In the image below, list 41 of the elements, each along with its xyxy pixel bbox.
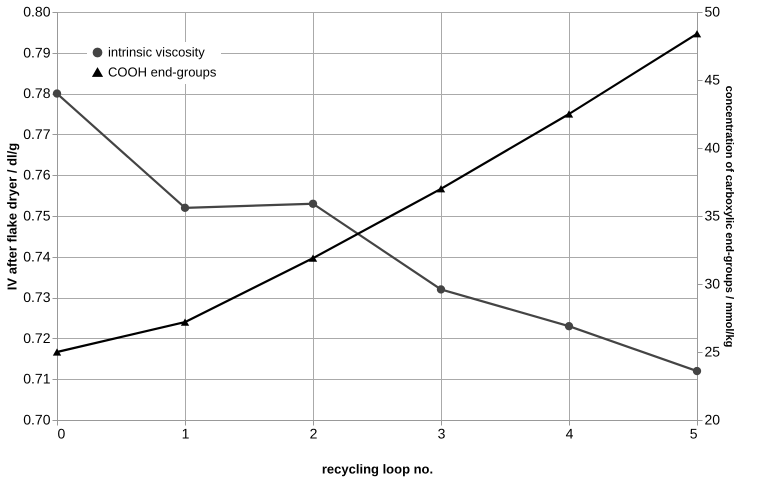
x-tick-label: 4 bbox=[566, 426, 574, 442]
y-tick-label: 0.72 bbox=[23, 330, 51, 346]
y2-tick-label: 25 bbox=[704, 344, 720, 360]
y-tick-label: 0.74 bbox=[23, 248, 51, 264]
y-tick-label: 0.78 bbox=[23, 85, 51, 102]
point bbox=[52, 89, 62, 98]
x-tick-label: 0 bbox=[58, 426, 66, 442]
point bbox=[52, 348, 62, 356]
y2-axis-title: concentration of carboxylic end-groups / mmol/kg bbox=[723, 86, 736, 348]
point bbox=[564, 322, 574, 330]
y-tick-label: 0.76 bbox=[23, 166, 51, 183]
point bbox=[692, 30, 702, 38]
point bbox=[436, 285, 446, 294]
y2-tick-label: 45 bbox=[704, 72, 720, 88]
x-tick-label: 1 bbox=[182, 426, 190, 442]
point bbox=[564, 110, 574, 118]
y2-tick-label: 20 bbox=[704, 412, 720, 428]
legend-label: COOH end-groups bbox=[108, 64, 217, 80]
x-tick-label: 5 bbox=[690, 426, 698, 442]
y-axis-title: IV after flake dryer / dl/g bbox=[4, 142, 20, 290]
point bbox=[308, 254, 318, 262]
x-tick-label: 2 bbox=[310, 426, 318, 442]
legend-label: intrinsic viscosity bbox=[108, 44, 206, 60]
point bbox=[308, 200, 318, 208]
y2-tick-label: 50 bbox=[704, 4, 720, 20]
y2-tick-label: 30 bbox=[704, 276, 720, 292]
y-tick-label: 0.70 bbox=[23, 412, 51, 428]
point bbox=[436, 185, 446, 192]
y2-tick-label: 35 bbox=[704, 208, 720, 224]
x-tick-label: 3 bbox=[438, 426, 446, 442]
y-tick-label: 0.71 bbox=[23, 370, 51, 387]
y2-tick-label: 40 bbox=[704, 140, 720, 156]
point bbox=[180, 318, 190, 326]
y-tick-label: 0.77 bbox=[23, 126, 51, 142]
y-tick-label: 0.73 bbox=[23, 289, 51, 306]
point bbox=[692, 366, 702, 376]
y-tick-label: 0.80 bbox=[23, 4, 51, 20]
point bbox=[180, 204, 190, 212]
y-tick-label: 0.79 bbox=[23, 44, 51, 60]
x-axis-title: recycling loop no. bbox=[322, 462, 434, 476]
y-tick-label: 0.75 bbox=[23, 208, 51, 224]
